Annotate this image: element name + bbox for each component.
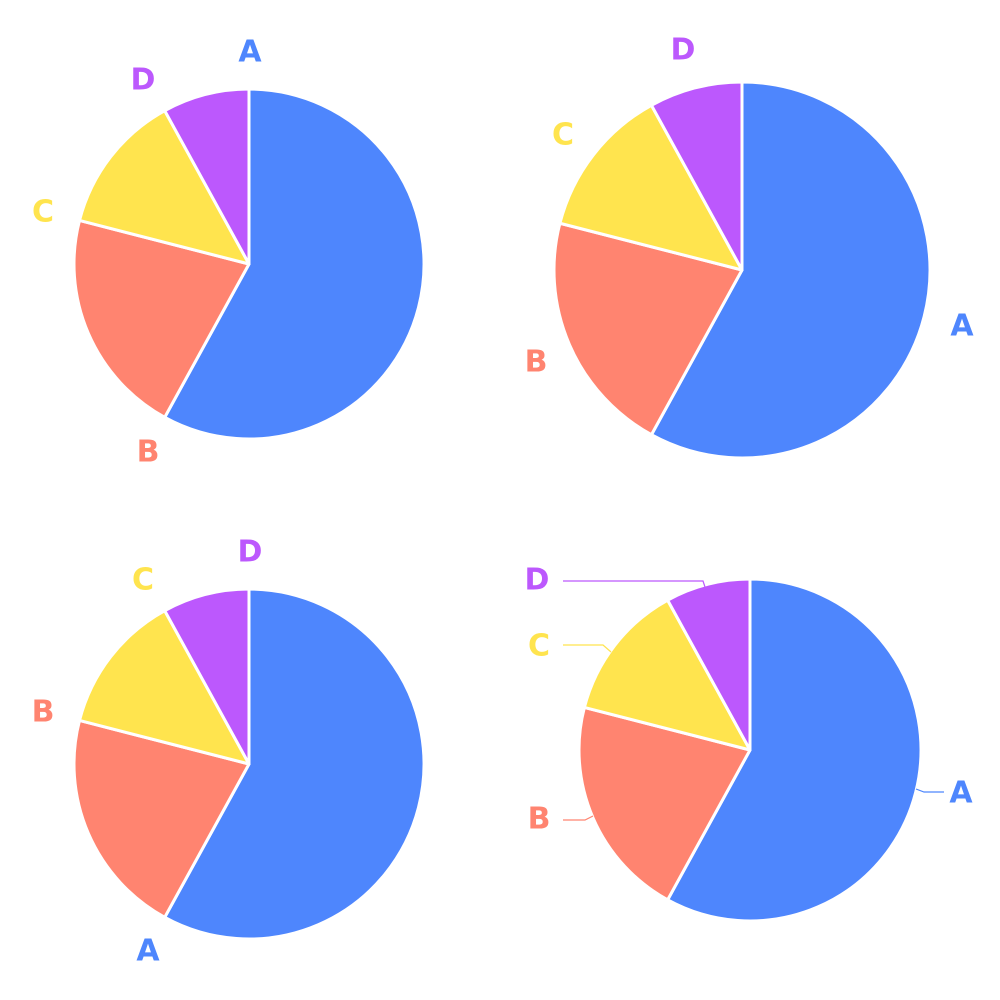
- pie-slice-c: [77, 609, 251, 766]
- pie-slice-b: [552, 221, 744, 437]
- pie-chart-top-right: A B C D: [525, 33, 974, 460]
- pie-slice-c: [77, 109, 251, 266]
- pie-slice-a: [649, 80, 932, 460]
- slice-label-c: C: [32, 195, 54, 230]
- pie-slice-a: [666, 577, 923, 923]
- leader-line-a: [915, 788, 944, 793]
- pie-slice-c: [582, 598, 752, 752]
- slice-label-b: B: [528, 802, 551, 837]
- slice-label-b: B: [137, 435, 160, 470]
- leader-line-b: [563, 815, 594, 821]
- pie-slice-c: [558, 103, 744, 272]
- slice-label-d: D: [671, 33, 696, 68]
- pie-slice-b: [577, 705, 752, 902]
- pie-slice-a: [163, 587, 426, 941]
- slice-label-d: D: [525, 563, 550, 598]
- pie-slice-b: [72, 718, 251, 919]
- pie-slice-d: [649, 80, 744, 272]
- slice-label-a: A: [238, 35, 262, 70]
- slice-label-c: C: [132, 563, 154, 598]
- pie-slice-d: [163, 87, 251, 266]
- pie-chart-bottom-left: A B C D: [32, 535, 426, 969]
- slice-label-b: B: [32, 695, 55, 730]
- pie-slice-b: [72, 218, 251, 419]
- slice-label-a: A: [950, 309, 974, 344]
- leader-line-c: [563, 644, 612, 653]
- slice-label-b: B: [525, 345, 548, 380]
- slice-label-d: D: [238, 535, 263, 570]
- slice-label-c: C: [552, 118, 574, 153]
- pie-slice-d: [666, 577, 752, 752]
- slice-label-a: A: [949, 776, 973, 811]
- pie-slice-d: [163, 587, 251, 766]
- pie-chart-bottom-right: A B CD: [525, 563, 973, 923]
- slice-label-a: A: [136, 934, 160, 969]
- leader-line-d: [563, 580, 706, 588]
- slice-label-d: D: [131, 63, 156, 98]
- pie-chart-top-left: A B C D: [32, 35, 426, 470]
- slice-label-c: C: [528, 629, 550, 664]
- pie-slice-a: [163, 87, 426, 441]
